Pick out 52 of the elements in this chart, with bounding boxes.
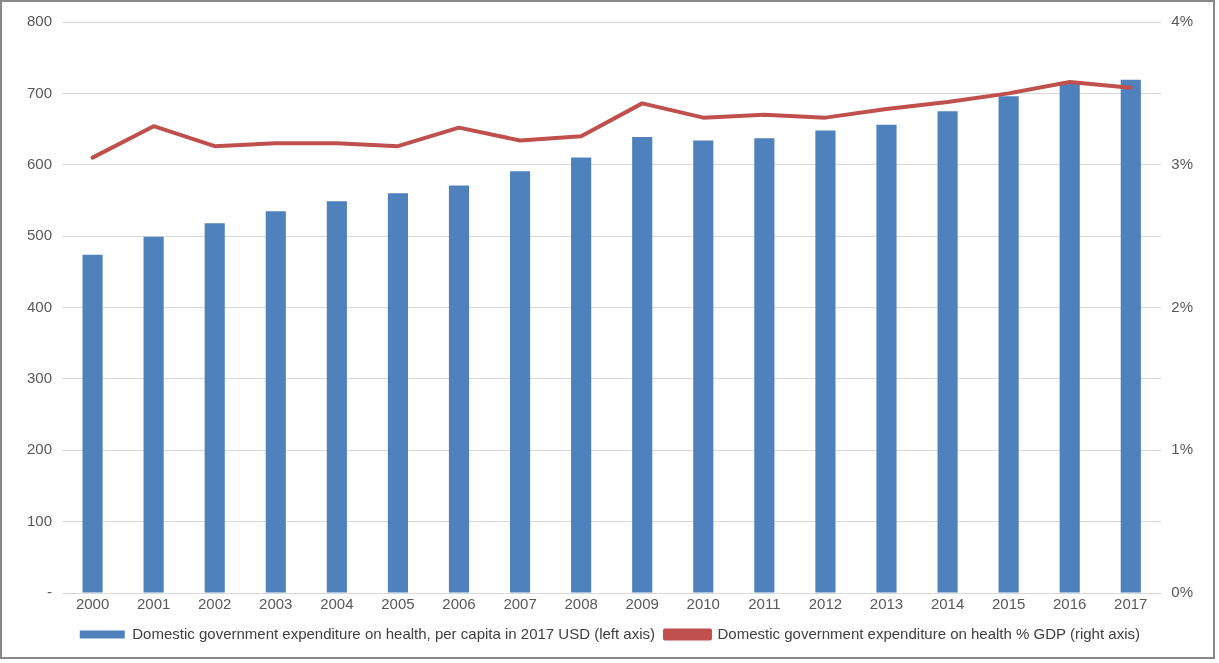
x-tick-label: 2001 <box>136 595 171 613</box>
bar <box>876 124 897 593</box>
x-tick-label: 2006 <box>442 595 476 613</box>
y-tick-label: 200 <box>27 440 53 458</box>
x-tick-label: 2016 <box>1053 595 1087 613</box>
x-tick-label: 2017 <box>1114 595 1148 613</box>
y2-tick-label: 2% <box>1171 297 1194 315</box>
bar <box>387 193 408 593</box>
y-tick-label: 100 <box>27 511 53 529</box>
x-tick-label: 2009 <box>625 595 659 613</box>
bar <box>1120 79 1141 593</box>
x-tick-label: 2010 <box>686 595 720 613</box>
bar <box>632 136 653 593</box>
y-tick-label: 700 <box>27 83 53 101</box>
x-tick-label: 2012 <box>808 595 843 613</box>
x-tick-label: 2002 <box>198 595 232 613</box>
bar <box>937 111 958 593</box>
x-tick-label: 2004 <box>320 595 354 613</box>
x-tick-label: 2013 <box>869 595 904 613</box>
y-tick-label: 300 <box>27 369 53 387</box>
y-tick-label: 400 <box>27 297 53 315</box>
x-tick-label: 2003 <box>259 595 293 613</box>
legend-label: Domestic government expenditure on health, per capita in 2017 USD (left axis) <box>132 624 656 642</box>
bar <box>754 138 775 593</box>
y2-tick-label: 1% <box>1171 440 1194 458</box>
bar <box>509 171 531 593</box>
y-tick-label: 600 <box>27 154 53 172</box>
bar <box>143 236 164 593</box>
bar <box>998 96 1019 593</box>
x-tick-label: 2014 <box>930 595 965 613</box>
y2-tick-label: 4% <box>1171 12 1194 30</box>
x-tick-label: 2000 <box>75 595 110 613</box>
y2-tick-label: 3% <box>1171 154 1194 172</box>
y-tick-label: - <box>47 583 53 601</box>
x-tick-label: 2015 <box>991 595 1026 613</box>
bar <box>448 185 470 593</box>
y-tick-label: 500 <box>27 226 53 244</box>
bar <box>204 223 225 593</box>
y2-tick-label: 0% <box>1171 583 1194 601</box>
x-tick-label: 2008 <box>564 595 598 613</box>
x-tick-label: 2011 <box>748 595 781 613</box>
bar <box>1059 84 1080 593</box>
x-tick-label: 2005 <box>381 595 415 613</box>
x-tick-label: 2007 <box>503 595 537 613</box>
bar <box>265 211 286 593</box>
legend-label: Domestic government expenditure on health % GDP (right axis) <box>717 624 1140 642</box>
bar <box>693 140 714 593</box>
bar <box>571 157 592 593</box>
bar <box>82 254 103 593</box>
bar <box>815 130 836 593</box>
y-tick-label: 800 <box>27 12 53 30</box>
bar <box>326 201 347 593</box>
